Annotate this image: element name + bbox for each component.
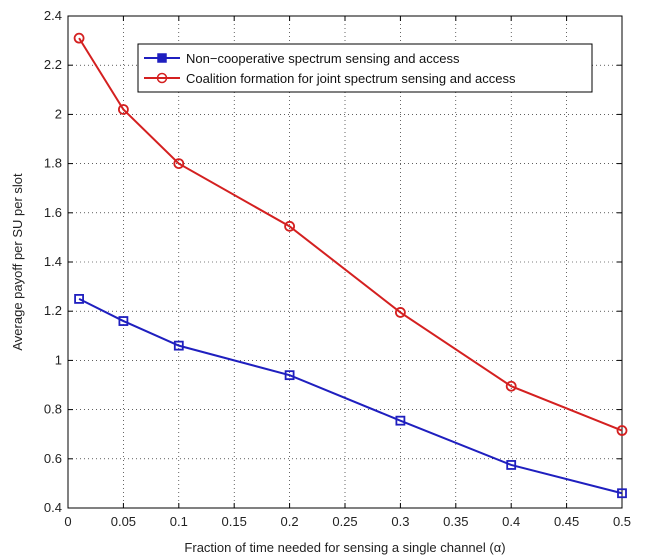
series-1-point <box>284 370 295 381</box>
x-tick-label: 0.3 <box>391 514 409 529</box>
series-2-point <box>73 32 85 44</box>
y-tick-label: 0.8 <box>44 402 62 417</box>
series-layer <box>73 32 628 499</box>
y-tick-label: 1.2 <box>44 303 62 318</box>
x-tick-label: 0.5 <box>613 514 631 529</box>
x-tick-label: 0.25 <box>332 514 357 529</box>
series-1-point <box>395 415 406 426</box>
x-tick-label: 0.4 <box>502 514 520 529</box>
y-tick-label: 1.4 <box>44 254 62 269</box>
legend: Non−cooperative spectrum sensing and acc… <box>137 43 593 93</box>
series-1-point <box>173 340 184 351</box>
series-1-point <box>617 488 627 499</box>
y-tick-label: 0.6 <box>44 451 62 466</box>
y-tick-label: 1.8 <box>44 156 62 171</box>
y-tick-label: 2.4 <box>44 8 62 23</box>
x-axis-label: Fraction of time needed for sensing a si… <box>184 540 505 555</box>
series-2-point <box>173 158 185 170</box>
series-2-point <box>616 425 628 436</box>
series-1-point <box>118 316 129 326</box>
x-tick-label: 0.1 <box>170 514 188 529</box>
y-tick-label: 2 <box>55 106 62 121</box>
x-tick-label: 0.05 <box>111 514 136 529</box>
y-tick-label: 1.6 <box>44 205 62 220</box>
legend-label-series-2: Coalition formation for joint spectrum s… <box>186 71 516 86</box>
x-tick-label: 0.2 <box>281 514 299 529</box>
y-tick-label: 2.2 <box>44 57 62 72</box>
x-tick-label: 0 <box>64 514 71 529</box>
series-1-point <box>506 460 517 470</box>
axis-ticks: 0 0.05 0.1 0.15 0.2 0.25 0.3 0.35 0.4 0.45 0.5 0.4 0… <box>44 8 631 529</box>
y-tick-label: 1 <box>55 352 62 367</box>
x-tick-label: 0.35 <box>443 514 468 529</box>
series-2-point <box>394 307 406 318</box>
series-line-2 <box>78 37 623 432</box>
legend-marker-series-2 <box>156 72 168 84</box>
series-1-point <box>74 293 84 304</box>
y-axis-label: Average payoff per SU per slot <box>10 173 25 351</box>
x-tick-label: 0.15 <box>222 514 247 529</box>
series-2-point <box>505 380 517 392</box>
series-2-point <box>118 104 129 115</box>
series-2-point <box>284 220 296 232</box>
x-tick-label: 0.45 <box>554 514 579 529</box>
series-line-1 <box>78 298 623 495</box>
legend-marker-series-1 <box>157 53 167 63</box>
legend-box <box>137 43 593 93</box>
legend-label-series-1: Non−cooperative spectrum sensing and acc… <box>186 51 460 66</box>
y-tick-label: 0.4 <box>44 500 62 515</box>
